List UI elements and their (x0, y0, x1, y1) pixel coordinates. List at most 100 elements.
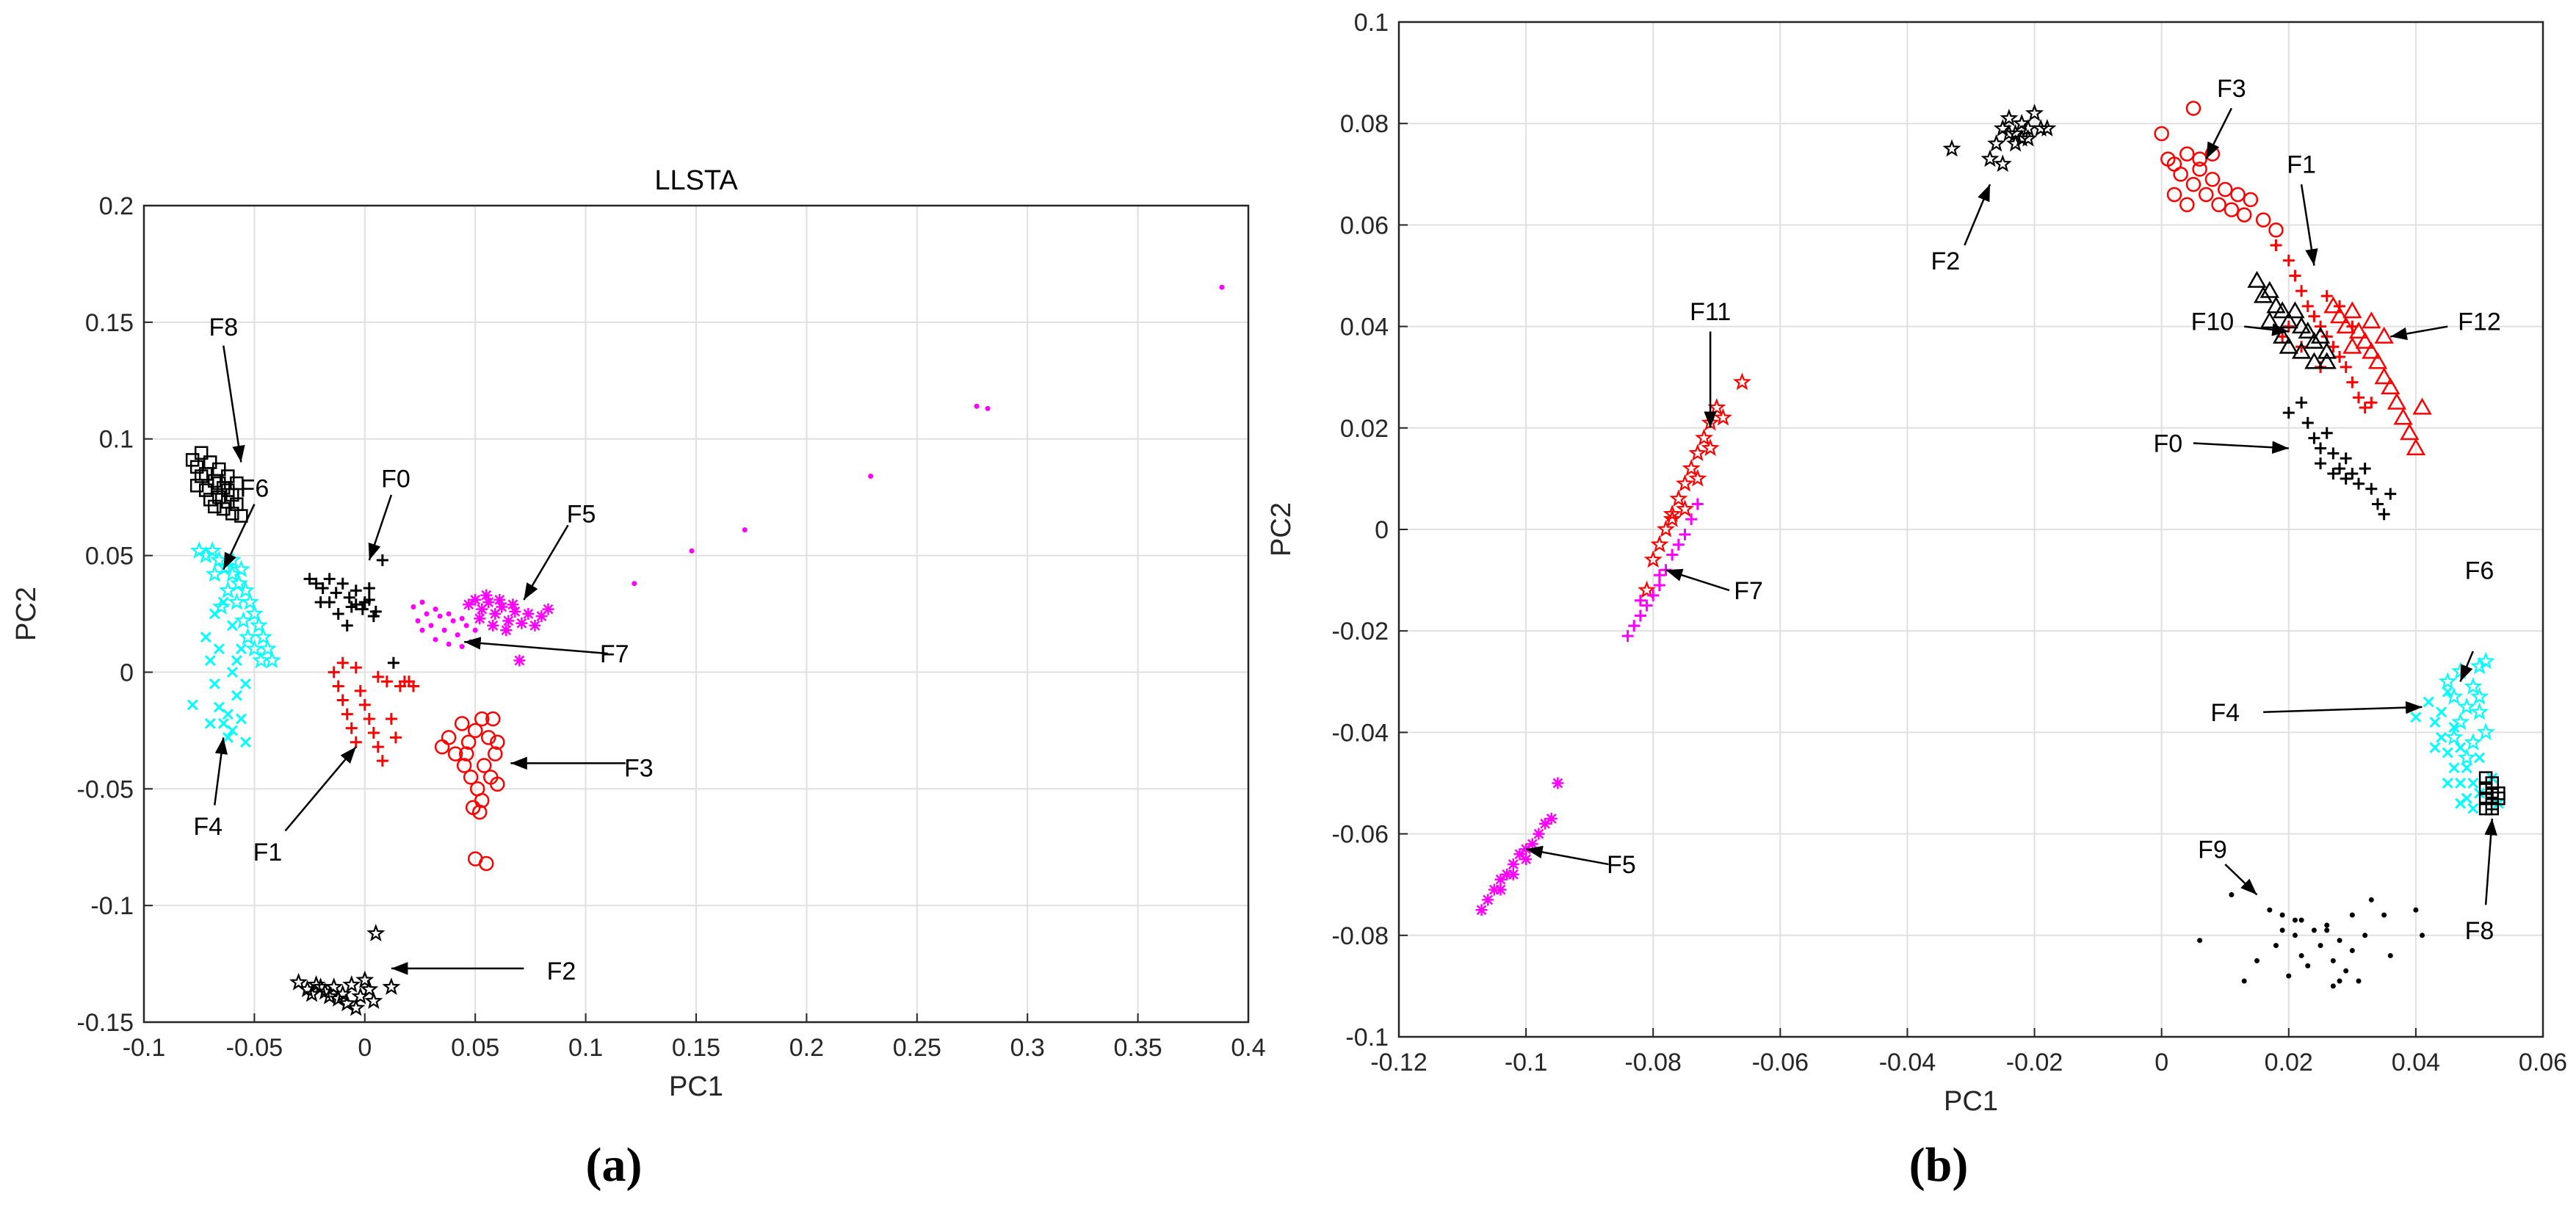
data-point (1219, 284, 1225, 290)
annotation-label: F5 (1607, 851, 1636, 879)
data-point (245, 604, 264, 622)
data-point (289, 972, 308, 991)
data-point (2199, 187, 2214, 203)
data-point (354, 684, 366, 697)
data-point (2476, 651, 2495, 670)
data-point (209, 608, 220, 620)
x-tick-label: -0.1 (1505, 1049, 1548, 1076)
x-tick-label: 0.3 (1010, 1034, 1045, 1062)
annotation-arrow (2205, 107, 2232, 160)
y-tick-label: 0.02 (1340, 415, 1389, 443)
data-point (1475, 904, 1488, 916)
data-point (2371, 498, 2384, 510)
data-point (1545, 812, 1557, 825)
data-point (360, 980, 379, 998)
data-point (490, 734, 505, 750)
x-axis-label: PC1 (1944, 1086, 1998, 1117)
data-point (2197, 938, 2203, 944)
series-f8 (2478, 771, 2506, 816)
data-point (363, 712, 375, 725)
data-point (2365, 397, 2378, 409)
data-point (2368, 897, 2374, 902)
data-point (217, 596, 229, 608)
data-point (632, 581, 637, 587)
data-point (350, 736, 362, 748)
data-point (1701, 438, 1720, 457)
data-point (454, 716, 470, 731)
data-point (380, 676, 393, 688)
data-point (407, 680, 419, 692)
data-point (2229, 892, 2235, 898)
data-point (2334, 351, 2346, 363)
data-point (476, 603, 488, 615)
data-point (2154, 126, 2169, 142)
data-point (2420, 933, 2425, 938)
data-point (2236, 207, 2252, 222)
data-point (2279, 336, 2298, 354)
data-point (2273, 943, 2279, 949)
data-point (336, 577, 349, 590)
annotation-arrow (2459, 651, 2474, 682)
data-point (2473, 752, 2485, 764)
data-point (424, 611, 430, 617)
data-point (2352, 391, 2365, 404)
y-tick-label: 0.08 (1340, 110, 1389, 138)
data-point (2410, 712, 2422, 723)
data-point (1488, 883, 1500, 896)
data-point (2308, 432, 2320, 444)
data-point (472, 627, 478, 633)
series-f0 (2282, 397, 2397, 521)
annotation-arrow (1964, 184, 1991, 246)
data-point (2346, 376, 2359, 388)
data-point (419, 599, 425, 605)
data-point (2185, 101, 2201, 116)
data-point (985, 405, 991, 411)
y-tick-label: 0.06 (1340, 211, 1389, 239)
data-point (1663, 510, 1682, 527)
data-point (355, 970, 375, 988)
data-point (2318, 943, 2323, 949)
data-point (2241, 978, 2247, 984)
x-tick-label: -0.06 (1752, 1049, 1809, 1076)
annotation-arrow (1665, 568, 1730, 592)
data-point (2292, 917, 2298, 923)
x-tick-label: -0.1 (123, 1034, 166, 1062)
data-point (2429, 717, 2441, 728)
data-point (1621, 630, 1634, 643)
series-f0 (303, 554, 399, 669)
data-point (2356, 978, 2362, 984)
data-point (212, 462, 226, 477)
data-point (542, 603, 554, 615)
data-point (1638, 580, 1657, 598)
data-point (474, 612, 486, 625)
data-point (203, 455, 217, 469)
data-point (2349, 912, 2355, 918)
data-point (2355, 331, 2375, 349)
annotation-label: F8 (209, 314, 238, 341)
x-tick-label: 0.4 (1231, 1034, 1265, 1062)
x-tick-label: -0.08 (1624, 1049, 1682, 1076)
data-point (2285, 301, 2305, 319)
data-point (2308, 310, 2320, 322)
data-point (1634, 594, 1646, 607)
x-tick-label: 0.2 (789, 1034, 824, 1062)
annotation-f6: F6 (222, 474, 269, 571)
data-point (2381, 912, 2387, 918)
data-point (2166, 187, 2182, 203)
data-point (1657, 519, 1675, 538)
data-point (231, 690, 242, 701)
annotation-f0: F0 (368, 466, 410, 561)
data-point (2400, 423, 2420, 441)
data-point (2311, 927, 2317, 933)
data-point (2467, 803, 2479, 814)
series-f5 (463, 589, 554, 667)
annotation-label: F1 (253, 839, 283, 866)
data-point (1552, 777, 1564, 789)
annotation-arrow (222, 345, 245, 463)
annotation-f9: F9 (2198, 836, 2258, 896)
data-point (441, 730, 457, 745)
data-point (350, 585, 362, 597)
data-point (2291, 341, 2312, 359)
data-point (2343, 968, 2349, 974)
y-tick-label: -0.1 (1345, 1024, 1389, 1052)
